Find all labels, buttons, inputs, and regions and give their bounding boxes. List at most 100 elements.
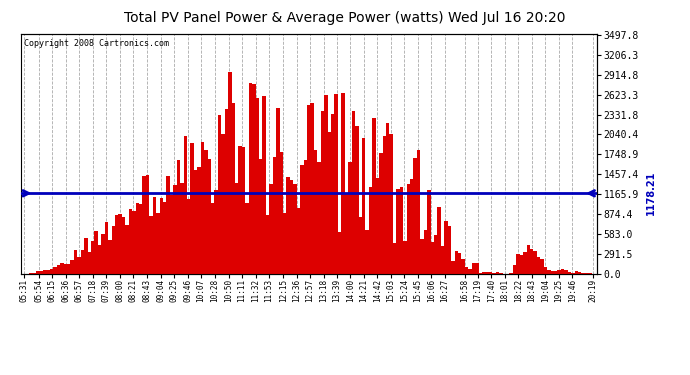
Bar [36, 272, 39, 274]
Bar [50, 269, 53, 274]
Bar [366, 230, 368, 274]
Bar [74, 251, 77, 274]
Bar [307, 105, 310, 274]
Bar [389, 134, 393, 274]
Bar [39, 272, 43, 274]
Bar [403, 241, 406, 274]
Bar [32, 273, 36, 274]
Bar [578, 272, 582, 274]
Bar [324, 95, 328, 274]
Bar [537, 256, 540, 274]
Bar [462, 259, 465, 274]
Bar [159, 198, 163, 274]
Bar [108, 240, 112, 274]
Bar [293, 184, 297, 274]
Bar [194, 170, 197, 274]
Bar [513, 265, 516, 274]
Bar [455, 251, 458, 274]
Bar [225, 109, 228, 274]
Bar [279, 152, 283, 274]
Bar [458, 254, 462, 274]
Bar [276, 108, 279, 274]
Bar [115, 214, 119, 274]
Bar [352, 111, 355, 274]
Bar [149, 216, 152, 274]
Bar [170, 195, 173, 274]
Bar [297, 208, 300, 274]
Bar [561, 269, 564, 274]
Bar [112, 226, 115, 274]
Bar [201, 142, 204, 274]
Bar [156, 213, 159, 274]
Bar [444, 221, 448, 274]
Bar [355, 126, 359, 274]
Bar [304, 160, 307, 274]
Bar [67, 264, 70, 274]
Bar [215, 190, 218, 274]
Bar [575, 272, 578, 274]
Bar [554, 271, 558, 274]
Bar [472, 264, 475, 274]
Bar [396, 189, 400, 274]
Bar [520, 255, 523, 274]
Bar [335, 94, 338, 274]
Bar [43, 270, 46, 274]
Bar [338, 232, 342, 274]
Bar [533, 251, 537, 274]
Bar [379, 153, 382, 274]
Bar [479, 273, 482, 274]
Bar [547, 270, 551, 274]
Bar [163, 202, 166, 274]
Bar [259, 159, 262, 274]
Bar [523, 252, 526, 274]
Text: 1178.21: 1178.21 [646, 171, 656, 216]
Bar [239, 147, 242, 274]
Bar [46, 270, 50, 274]
Bar [375, 178, 379, 274]
Bar [252, 84, 255, 274]
Bar [132, 211, 136, 274]
Bar [105, 222, 108, 274]
Bar [489, 272, 492, 274]
Bar [345, 194, 348, 274]
Bar [342, 93, 345, 274]
Bar [139, 204, 142, 274]
Bar [585, 273, 589, 274]
Bar [530, 249, 533, 274]
Bar [386, 123, 389, 274]
Bar [142, 176, 146, 274]
Bar [53, 267, 57, 274]
Bar [362, 138, 366, 274]
Bar [57, 266, 60, 274]
Bar [184, 135, 187, 274]
Bar [122, 217, 126, 274]
Bar [129, 209, 132, 274]
Bar [589, 273, 592, 274]
Bar [228, 72, 232, 274]
Bar [420, 239, 424, 274]
Bar [372, 118, 375, 274]
Bar [495, 272, 499, 274]
Bar [492, 273, 495, 274]
Bar [166, 177, 170, 274]
Text: Copyright 2008 Cartronics.com: Copyright 2008 Cartronics.com [23, 39, 168, 48]
Bar [98, 245, 101, 274]
Bar [232, 103, 235, 274]
Bar [400, 187, 403, 274]
Bar [255, 98, 259, 274]
Bar [427, 190, 431, 274]
Bar [77, 256, 81, 274]
Bar [204, 150, 208, 274]
Bar [262, 96, 266, 274]
Bar [101, 234, 105, 274]
Bar [465, 267, 469, 274]
Bar [441, 246, 444, 274]
Bar [328, 132, 331, 274]
Bar [269, 184, 273, 274]
Bar [60, 263, 63, 274]
Bar [469, 269, 472, 274]
Bar [211, 203, 215, 274]
Bar [564, 270, 568, 274]
Bar [126, 225, 129, 274]
Bar [81, 250, 84, 274]
